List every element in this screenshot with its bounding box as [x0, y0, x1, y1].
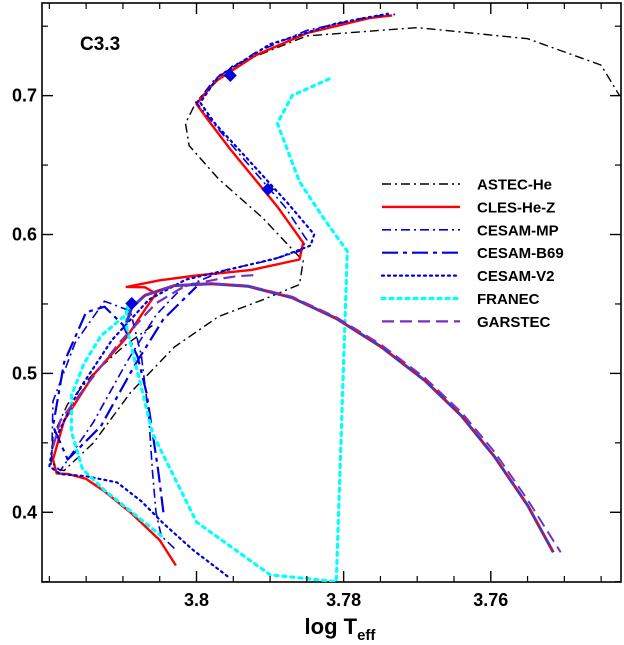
series-line-main-sequence-red [131, 283, 554, 553]
legend-label-franec: FRANEC [477, 291, 540, 308]
series-line-garstec [51, 273, 260, 448]
legend-label-cesam-v2: CESAM-V2 [477, 268, 555, 285]
y-tick-label: 0.7 [12, 86, 37, 106]
series-line-cesam-v2 [48, 12, 389, 578]
legend-label-cles-he-z: CLES-He-Z [477, 199, 555, 216]
x-axis-title: log Teff [305, 614, 377, 644]
x-tick-label: 3.8 [184, 590, 209, 610]
series-layer [48, 12, 621, 582]
x-axis-title-subscript: eff [357, 627, 376, 644]
y-tick-label: 0.5 [12, 363, 37, 383]
diamond-marker-1 [125, 297, 139, 311]
panel-label: C3.3 [80, 34, 120, 55]
diamond-marker-3 [261, 182, 275, 196]
legend-label-cesam-b69: CESAM-B69 [477, 245, 564, 262]
y-tick-label: 0.6 [12, 225, 37, 245]
x-tick-label: 3.76 [473, 590, 508, 610]
tick-layer: 3.8 3.78 3.76 0.4 0.5 0.6 0.7 [12, 3, 621, 610]
x-axis-title-main: log T [305, 614, 358, 639]
legend: ASTEC-He CLES-He-Z CESAM-MP CESAM-B69 CESAM-… [380, 177, 564, 331]
legend-label-astec-he: ASTEC-He [477, 177, 552, 194]
series-line-franec [69, 76, 349, 582]
series-line-cles-he-z [51, 14, 393, 567]
series-line-main-sequence-garstec [131, 282, 562, 553]
series-line-cesam-mp [50, 13, 396, 549]
series-line-cesam-b69 [51, 285, 198, 513]
legend-label-cesam-mp: CESAM-MP [477, 222, 559, 239]
y-tick-label: 0.4 [12, 502, 37, 522]
diamond-marker-2 [223, 68, 237, 82]
x-tick-label: 3.78 [326, 590, 361, 610]
legend-label-garstec: GARSTEC [477, 314, 551, 331]
marker-layer [125, 68, 275, 311]
